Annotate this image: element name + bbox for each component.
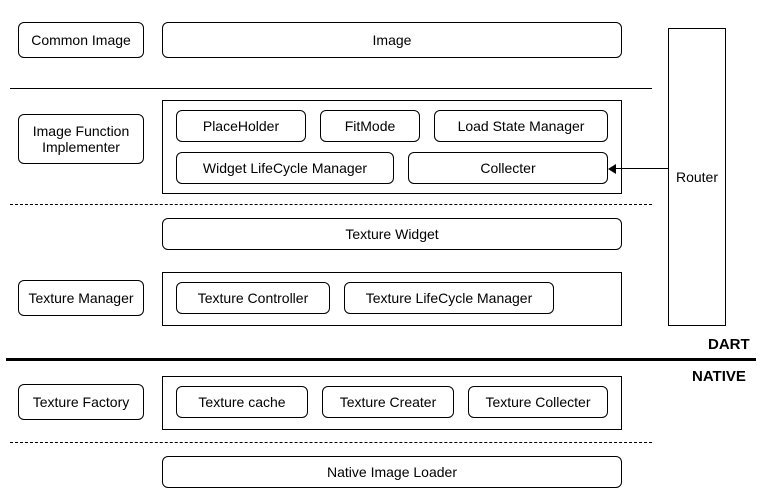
collecter-box: Collecter xyxy=(408,152,608,184)
divider-1 xyxy=(10,88,652,89)
texture-factory-box: Texture Factory xyxy=(18,384,144,420)
texture-lifecycle-manager-box: Texture LifeCycle Manager xyxy=(344,282,554,314)
common-image-box: Common Image xyxy=(18,22,144,58)
texture-controller-box: Texture Controller xyxy=(176,282,330,314)
dart-native-divider xyxy=(6,358,756,361)
texture-creater-box: Texture Creater xyxy=(322,386,454,418)
dart-section-label: DART xyxy=(708,336,750,353)
native-section-label: NATIVE xyxy=(692,368,746,385)
widget-lifecycle-manager-box: Widget LifeCycle Manager xyxy=(176,152,394,184)
image-box: Image xyxy=(162,22,622,58)
native-image-loader-box: Native Image Loader xyxy=(162,456,622,488)
divider-3-dashed xyxy=(10,442,652,443)
texture-cache-box: Texture cache xyxy=(176,386,308,418)
image-function-implementer-box: Image Function Implementer xyxy=(18,114,144,164)
router-arrow-line xyxy=(616,168,668,169)
load-state-manager-box: Load State Manager xyxy=(434,110,608,142)
texture-manager-box: Texture Manager xyxy=(18,280,144,316)
fitmode-box: FitMode xyxy=(320,110,420,142)
texture-collecter-box: Texture Collecter xyxy=(468,386,608,418)
divider-2-dashed xyxy=(10,204,652,205)
texture-widget-box: Texture Widget xyxy=(162,218,622,250)
router-box: Router xyxy=(668,28,726,326)
router-arrow-head xyxy=(608,164,616,174)
router-label: Router xyxy=(676,169,718,185)
placeholder-box: PlaceHolder xyxy=(176,110,306,142)
